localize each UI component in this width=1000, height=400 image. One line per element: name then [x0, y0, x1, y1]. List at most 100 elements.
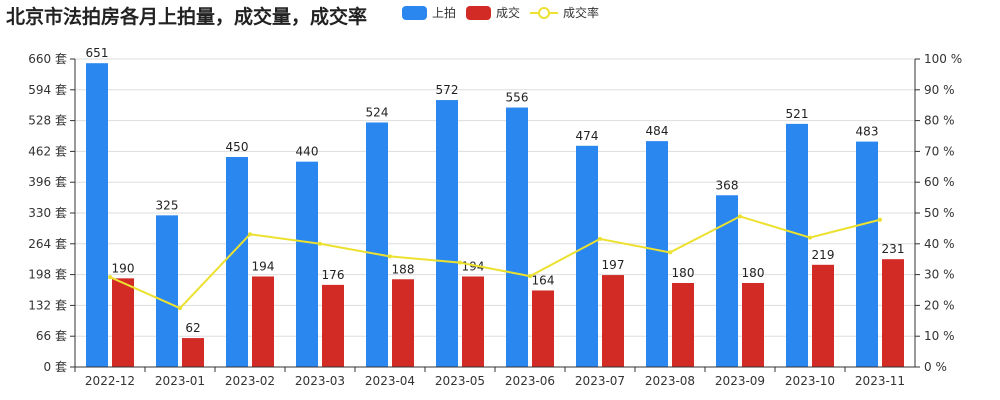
- point-rate: [878, 217, 882, 222]
- bar-label-listed: 483: [856, 125, 879, 139]
- bar-listed: [786, 123, 808, 367]
- point-rate: [598, 236, 602, 241]
- point-rate: [318, 241, 322, 246]
- bar-listed: [716, 195, 738, 367]
- bar-listed: [576, 145, 598, 367]
- bar-label-sold: 197: [602, 258, 625, 272]
- y-right-tick-label: 40 %: [924, 237, 955, 251]
- point-rate: [108, 275, 112, 280]
- y-right-tick-label: 80 %: [924, 114, 955, 128]
- x-tick-label: 2022-12: [85, 374, 135, 388]
- y-right-tick-label: 50 %: [924, 206, 955, 220]
- bar-listed: [86, 63, 108, 367]
- legend-item-listed[interactable]: 上拍: [402, 4, 456, 21]
- bar-label-listed: 484: [646, 124, 669, 138]
- bar-label-sold: 219: [812, 248, 835, 262]
- bar-label-listed: 450: [226, 140, 249, 154]
- bar-label-sold: 164: [532, 273, 555, 287]
- bar-sold: [252, 276, 274, 367]
- legend-line-circle-icon: [530, 6, 559, 19]
- x-tick-label: 2023-07: [575, 374, 625, 388]
- y-right-tick-label: 60 %: [924, 175, 955, 189]
- point-rate: [178, 306, 182, 311]
- bar-sold: [182, 338, 204, 367]
- point-rate: [248, 232, 252, 237]
- y-right-tick-label: 70 %: [924, 144, 955, 158]
- y-left-tick-label: 594 套: [28, 83, 67, 97]
- y-left-tick-label: 264 套: [28, 237, 67, 251]
- bar-sold: [462, 276, 484, 367]
- bar-sold: [112, 278, 134, 367]
- bar-listed: [856, 141, 878, 367]
- bar-listed: [436, 100, 458, 368]
- bar-label-sold: 194: [252, 259, 275, 273]
- bar-sold: [602, 275, 624, 367]
- legend-item-rate[interactable]: 成交率: [530, 4, 599, 21]
- bar-label-listed: 440: [296, 145, 319, 159]
- x-tick-label: 2023-09: [715, 374, 765, 388]
- point-rate: [388, 254, 392, 259]
- bar-sold: [672, 283, 694, 367]
- line-rate: [109, 215, 881, 310]
- legend-label-sold: 成交: [496, 6, 521, 20]
- bar-label-sold: 190: [112, 261, 135, 275]
- y-right-tick-label: 100 %: [924, 52, 962, 66]
- bar-listed: [296, 161, 318, 367]
- bar-label-listed: 521: [786, 107, 809, 121]
- y-left-tick-label: 660 套: [28, 52, 67, 66]
- bar-label-sold: 188: [392, 262, 415, 276]
- bar-label-sold: 180: [672, 266, 695, 280]
- legend-label-listed: 上拍: [432, 6, 457, 20]
- bar-label-listed: 556: [506, 91, 529, 105]
- x-tick-label: 2023-01: [155, 374, 205, 388]
- y-left-tick-label: 330 套: [28, 206, 67, 220]
- legend-label-rate: 成交率: [563, 6, 600, 20]
- x-tick-label: 2023-06: [505, 374, 555, 388]
- bar-label-listed: 368: [716, 178, 739, 192]
- bar-sold: [392, 279, 414, 367]
- bar-label-listed: 474: [576, 129, 599, 143]
- bar-label-listed: 325: [156, 198, 179, 212]
- point-rate: [528, 274, 532, 279]
- legend-item-sold[interactable]: 成交: [466, 4, 520, 21]
- bar-sold: [742, 283, 764, 367]
- x-tick-label: 2023-10: [785, 374, 835, 388]
- bar-sold: [812, 264, 834, 367]
- y-left-tick-label: 66 套: [36, 329, 67, 343]
- x-tick-label: 2023-03: [295, 374, 345, 388]
- point-rate: [808, 235, 812, 240]
- bar-label-sold: 176: [322, 268, 345, 282]
- y-right-tick-label: 30 %: [924, 268, 955, 282]
- y-left-tick-label: 396 套: [28, 175, 67, 189]
- point-rate: [458, 260, 462, 265]
- y-left-tick-label: 462 套: [28, 144, 67, 158]
- x-tick-label: 2023-08: [645, 374, 695, 388]
- bar-label-sold: 194: [462, 259, 485, 273]
- bar-label-sold: 180: [742, 266, 765, 280]
- y-left-tick-label: 528 套: [28, 114, 67, 128]
- legend-swatch-listed: [402, 5, 427, 20]
- y-left-tick-label: 198 套: [28, 268, 67, 282]
- bar-listed: [646, 141, 668, 367]
- x-tick-label: 2023-05: [435, 374, 485, 388]
- bar-label-listed: 572: [436, 83, 459, 97]
- bar-listed: [506, 107, 528, 368]
- point-rate: [668, 250, 672, 255]
- x-tick-label: 2023-04: [365, 374, 415, 388]
- bar-label-listed: 651: [86, 46, 109, 60]
- y-left-tick-label: 132 套: [28, 298, 67, 312]
- y-right-tick-label: 0 %: [924, 360, 947, 374]
- bar-label-sold: 62: [185, 321, 200, 335]
- point-rate: [738, 214, 742, 219]
- y-right-tick-label: 10 %: [924, 329, 955, 343]
- y-right-tick-label: 20 %: [924, 298, 955, 312]
- bar-label-sold: 231: [882, 242, 905, 256]
- y-right-tick-label: 90 %: [924, 83, 955, 97]
- x-tick-label: 2023-02: [225, 374, 275, 388]
- chart-title: 北京市法拍房各月上拍量，成交量，成交率: [6, 6, 368, 28]
- bar-sold: [882, 259, 904, 367]
- y-left-tick-label: 0 套: [44, 360, 67, 374]
- legend-swatch-sold: [466, 5, 492, 20]
- legend: 上拍 成交 成交率: [402, 4, 609, 21]
